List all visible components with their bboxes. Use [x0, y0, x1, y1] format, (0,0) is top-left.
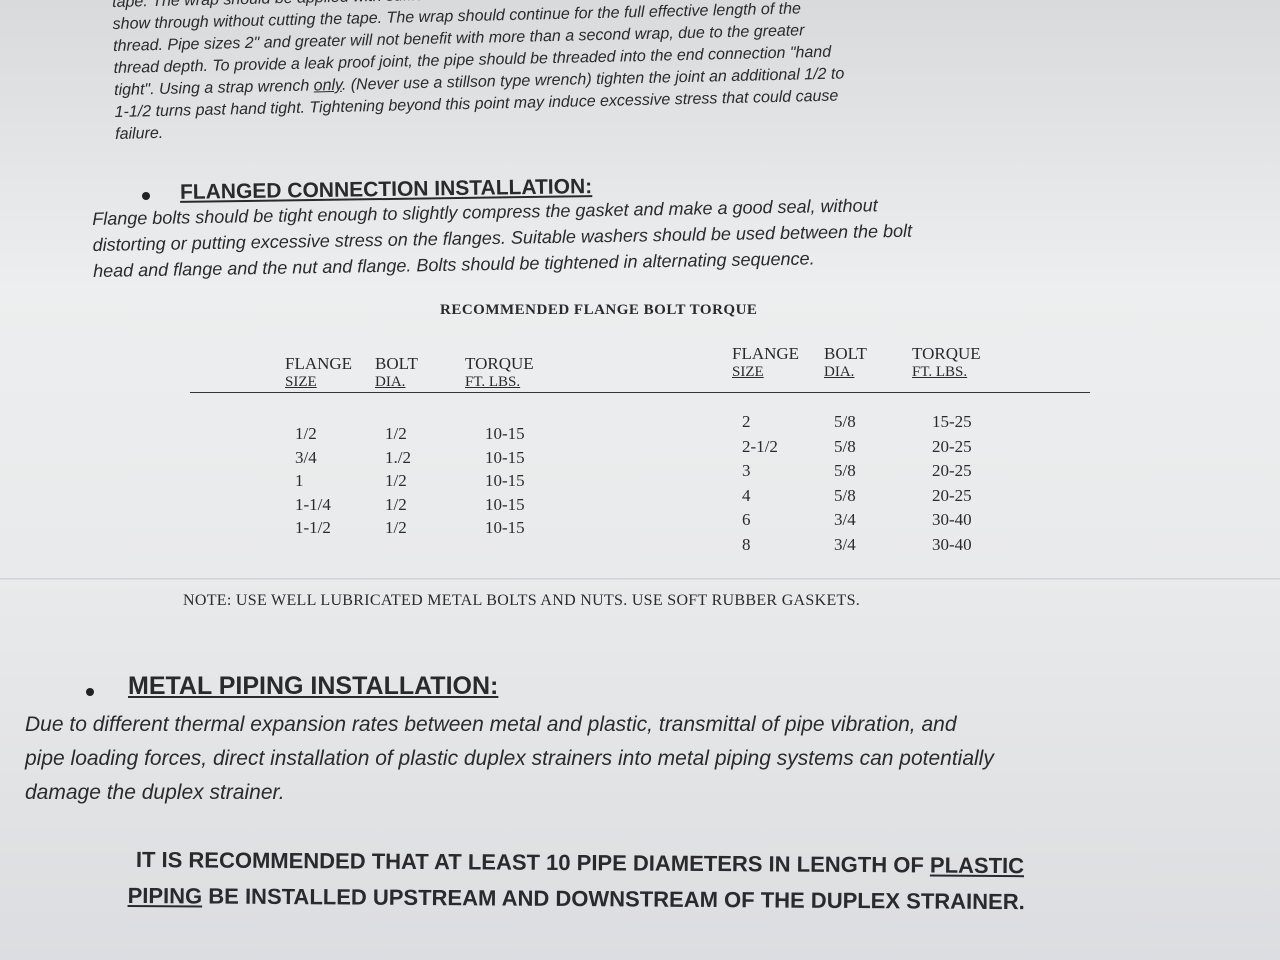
table-cell: 1-1/4 [295, 494, 331, 514]
table-cell: 4 [742, 485, 751, 505]
table-cell: 1-1/2 [295, 518, 331, 537]
column-header: FT. LBS. [912, 364, 968, 380]
table-cell: 30-40 [932, 510, 972, 529]
table-cell: 1/2 [385, 518, 407, 537]
text-line: Due to different thermal expansion rates… [25, 713, 957, 736]
bullet [86, 688, 94, 696]
table-cell: 10-15 [485, 494, 525, 514]
table-cell: 1/2 [385, 424, 407, 443]
column-header: SIZE [285, 374, 317, 390]
table-cell: 2-1/2 [742, 436, 778, 456]
table-cell: 1/2 [385, 471, 407, 490]
table-cell: 5/8 [834, 485, 856, 505]
table-cell: 1 [295, 471, 304, 490]
table-cell: 20-25 [932, 436, 972, 456]
table-title: RECOMMENDED FLANGE BOLT TORQUE [440, 302, 758, 318]
column-header: DIA. [824, 364, 855, 380]
table-cell: 1/2 [295, 424, 317, 443]
text-line: IT IS RECOMMENDED THAT AT LEAST 10 PIPE … [136, 842, 1025, 884]
table-cell: 8 [742, 534, 751, 554]
table-cell: 2 [742, 412, 751, 431]
table-cell: 15-25 [932, 412, 972, 431]
column-header: FLANGE [732, 344, 800, 363]
underlined-text: PIPING [127, 882, 203, 909]
column-header: BOLT [375, 354, 418, 373]
table-cell: 10-15 [485, 518, 525, 537]
column-header: SIZE [732, 364, 764, 380]
section-text: Flange bolts should be tight enough to s… [92, 192, 913, 284]
table-cell: 5/8 [834, 412, 856, 431]
table-cell: 10-15 [485, 471, 525, 490]
intro: tape. The wrap should be applied with su… [112, 0, 846, 148]
table-cell: 3/4 [834, 510, 856, 529]
underlined-text: PLASTIC [929, 852, 1025, 879]
text-line: PIPING BE INSTALLED UPSTREAM AND DOWNSTR… [127, 878, 1025, 920]
column-header: FT. LBS. [465, 374, 521, 390]
bullet [142, 192, 150, 200]
column-header: TORQUE [465, 354, 534, 373]
table-cell: 1/2 [385, 494, 407, 514]
text: BE INSTALLED UPSTREAM AND DOWNSTREAM OF … [208, 883, 1025, 915]
column-header: BOLT [824, 344, 867, 363]
table-cell: 20-25 [932, 461, 972, 480]
column-header: FLANGE [285, 354, 353, 373]
text-line: damage the duplex strainer. [25, 781, 285, 804]
recommendation: IT IS RECOMMENDED THAT AT LEAST 10 PIPE … [128, 842, 1025, 920]
paper-fold [0, 578, 1280, 581]
table-cell: 6 [742, 510, 751, 529]
table-cell: 10-15 [485, 424, 525, 443]
table-cell: 10-15 [485, 447, 525, 467]
table-cell: 3/4 [295, 447, 317, 467]
section-heading: METAL PIPING INSTALLATION: [128, 672, 499, 700]
table-cell: 3 [742, 461, 751, 480]
table-cell: 3/4 [834, 534, 856, 554]
table-cell: 30-40 [932, 534, 972, 554]
column-header: DIA. [375, 374, 406, 390]
table-cell: 20-25 [932, 485, 972, 505]
section-text: Due to different thermal expansion rates… [25, 708, 994, 810]
table-rule [190, 392, 1090, 393]
table-cell: 1./2 [385, 447, 411, 467]
table-cell: 5/8 [834, 461, 856, 480]
column-header: TORQUE [912, 344, 981, 363]
underlined-text: only [313, 76, 343, 95]
table-cell: 5/8 [834, 436, 856, 456]
table-note: NOTE: USE WELL LUBRICATED METAL BOLTS AN… [183, 592, 861, 609]
text: tight". Using a strap wrench [113, 77, 310, 99]
text: IT IS RECOMMENDED THAT AT LEAST 10 PIPE … [135, 846, 924, 878]
text-line: pipe loading forces, direct installation… [25, 747, 994, 770]
